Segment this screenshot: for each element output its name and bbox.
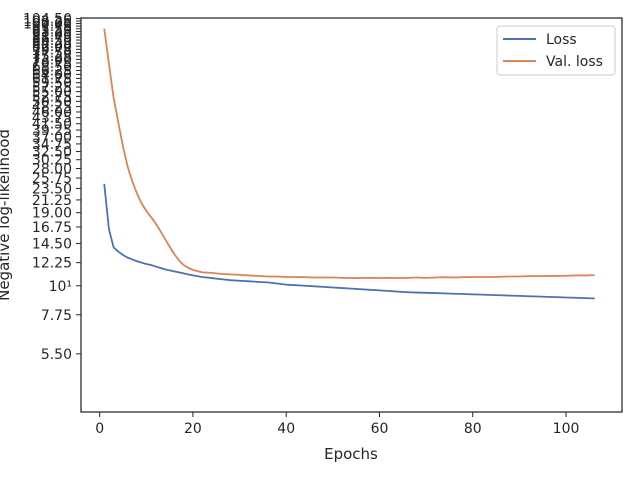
y-tick-label: 68.50 bbox=[32, 60, 72, 76]
x-tick-label: 100 bbox=[553, 421, 580, 437]
series-line-loss bbox=[103, 183, 595, 300]
x-tick-label: 60 bbox=[371, 421, 389, 437]
y-tick-label: 52.75 bbox=[32, 89, 72, 105]
y-tick-label: 84.25 bbox=[32, 36, 72, 52]
x-tick-label: 40 bbox=[277, 421, 295, 437]
series-line-val-loss bbox=[103, 28, 595, 279]
y-tick-label: 64.00 bbox=[32, 67, 72, 83]
series-layer bbox=[103, 28, 595, 300]
y-tick-label: 86.50 bbox=[32, 33, 72, 49]
legend-label-loss: Loss bbox=[546, 32, 577, 48]
y-tick-label: 104.50 bbox=[23, 12, 72, 28]
y-tick-label: 39.25 bbox=[32, 123, 72, 139]
y-tick-label: 14.50 bbox=[32, 236, 72, 252]
x-tick-label: 80 bbox=[464, 421, 482, 437]
legend: Loss Val. loss bbox=[496, 25, 616, 76]
y-tick-label: 48.25 bbox=[32, 100, 72, 116]
y-tick-label: 57.25 bbox=[32, 80, 72, 96]
y-tick-label: 77.50 bbox=[32, 46, 72, 62]
y-tick-label: 79.75 bbox=[32, 42, 72, 58]
y-axis-label: Negative log-likelihood bbox=[0, 129, 13, 301]
y-tick-label: 19.00 bbox=[32, 206, 72, 222]
x-axis-label: Epochs bbox=[324, 445, 378, 463]
y-tick-label: 91.00 bbox=[32, 27, 72, 43]
y-tick-label: 23.50 bbox=[32, 181, 72, 197]
y-tick-label: 12.25 bbox=[32, 256, 72, 272]
y-tick-label: 21.25 bbox=[32, 193, 72, 209]
y-tick-label: 70.75 bbox=[32, 56, 72, 72]
y-tick-label: 66.25 bbox=[32, 63, 72, 79]
y-axis-ticks: 5.50 7.75 10¹ 12.25 14.5016.7519.0021.2523.5… bbox=[23, 12, 81, 363]
y-tick-label: 95.50 bbox=[32, 22, 72, 38]
y-tick-label: 100.00 bbox=[23, 17, 72, 33]
y-tick-label: 16.75 bbox=[32, 220, 72, 236]
y-tick-label: 93.25 bbox=[32, 25, 72, 41]
y-tick-label: 37.00 bbox=[32, 130, 72, 146]
plot-frame bbox=[80, 17, 623, 413]
y-tick-label: 7.75 bbox=[41, 308, 72, 324]
y-tick-label: 82.00 bbox=[32, 39, 72, 55]
y-tick-label: 50.50 bbox=[32, 94, 72, 110]
x-axis-ticks: 0 20 40 60 80 100 bbox=[95, 412, 579, 437]
y-tick-label: 32.50 bbox=[32, 145, 72, 161]
y-tick-label: 59.50 bbox=[32, 76, 72, 92]
y-tick-label: 61.75 bbox=[32, 71, 72, 87]
y-tick-label: 41.50 bbox=[32, 117, 72, 133]
y-tick-label: 30.25 bbox=[32, 153, 72, 169]
y-tick-label: 102.25 bbox=[23, 14, 72, 30]
y-tick-label: 97.75 bbox=[32, 19, 72, 35]
y-tick-label: 55.00 bbox=[32, 85, 72, 101]
y-tick-label: 28.00 bbox=[32, 162, 72, 178]
y-tick-label: 75.25 bbox=[32, 49, 72, 65]
y-tick-label: 46.00 bbox=[32, 105, 72, 121]
x-tick-label: 20 bbox=[184, 421, 202, 437]
y-tick-label: 10¹ bbox=[49, 279, 72, 295]
legend-label-val-loss: Val. loss bbox=[546, 54, 603, 70]
y-tick-label: 25.75 bbox=[32, 171, 72, 187]
x-tick-label: 0 bbox=[95, 421, 104, 437]
y-tick-label: 88.75 bbox=[32, 30, 72, 46]
y-tick-label: 5.50 bbox=[41, 347, 72, 363]
y-tick-label: 34.75 bbox=[32, 137, 72, 153]
y-tick-label: 73.00 bbox=[32, 52, 72, 68]
y-tick-label: 43.75 bbox=[32, 111, 72, 127]
